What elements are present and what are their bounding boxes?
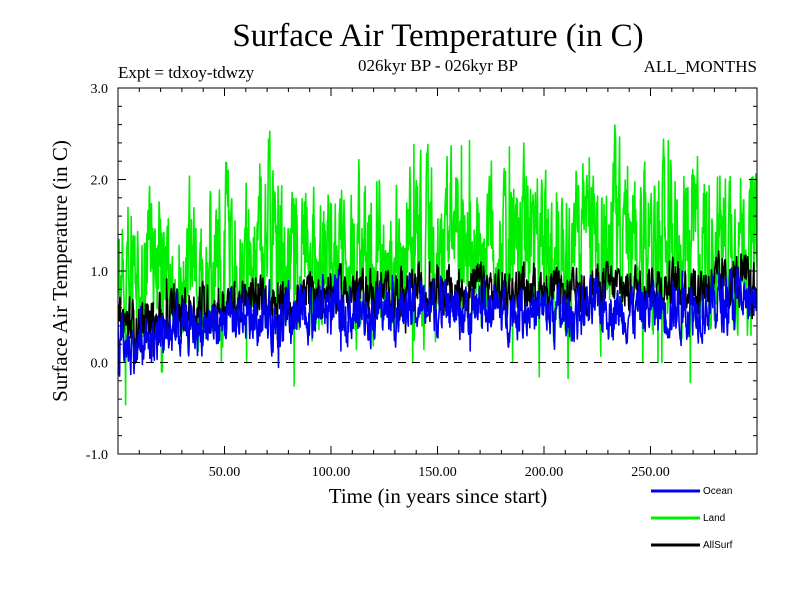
series-line-land — [118, 124, 757, 406]
y-tick-label: 3.0 — [91, 82, 109, 97]
plot-area — [117, 87, 758, 455]
x-axis-label: Time (in years since start) — [329, 484, 548, 508]
legend: Ocean Land AllSurf — [651, 486, 733, 551]
x-tick-label: 50.00 — [209, 465, 241, 480]
x-tick-label: 100.00 — [312, 465, 351, 480]
legend-label-land: Land — [703, 513, 725, 524]
y-tick-label: 2.0 — [91, 174, 109, 189]
legend-label-allsurf: AllSurf — [703, 540, 733, 551]
y-tick-label: 1.0 — [91, 265, 109, 280]
x-tick-label: 250.00 — [631, 465, 670, 480]
chart-subtitle-left: Expt = tdxoy-tdwzy — [118, 63, 255, 82]
legend-label-ocean: Ocean — [703, 486, 732, 497]
y-axis-label: Surface Air Temperature (in C) — [48, 140, 72, 402]
series-layer — [118, 124, 757, 406]
chart-title: Surface Air Temperature (in C) — [232, 18, 643, 54]
y-axis: -1.0 0.0 1.0 2.0 3.0 — [86, 82, 757, 463]
y-tick-label: -1.0 — [86, 448, 108, 463]
x-axis: 50.00 100.00 150.00 200.00 250.00 — [138, 88, 737, 480]
x-tick-label: 200.00 — [525, 465, 564, 480]
chart-subtitle-right: ALL_MONTHS — [644, 57, 757, 76]
y-tick-label: 0.0 — [91, 357, 109, 372]
x-tick-label: 150.00 — [418, 465, 457, 480]
chart-subtitle-center: 026kyr BP - 026kyr BP — [358, 56, 518, 75]
series-line-ocean — [118, 266, 757, 377]
